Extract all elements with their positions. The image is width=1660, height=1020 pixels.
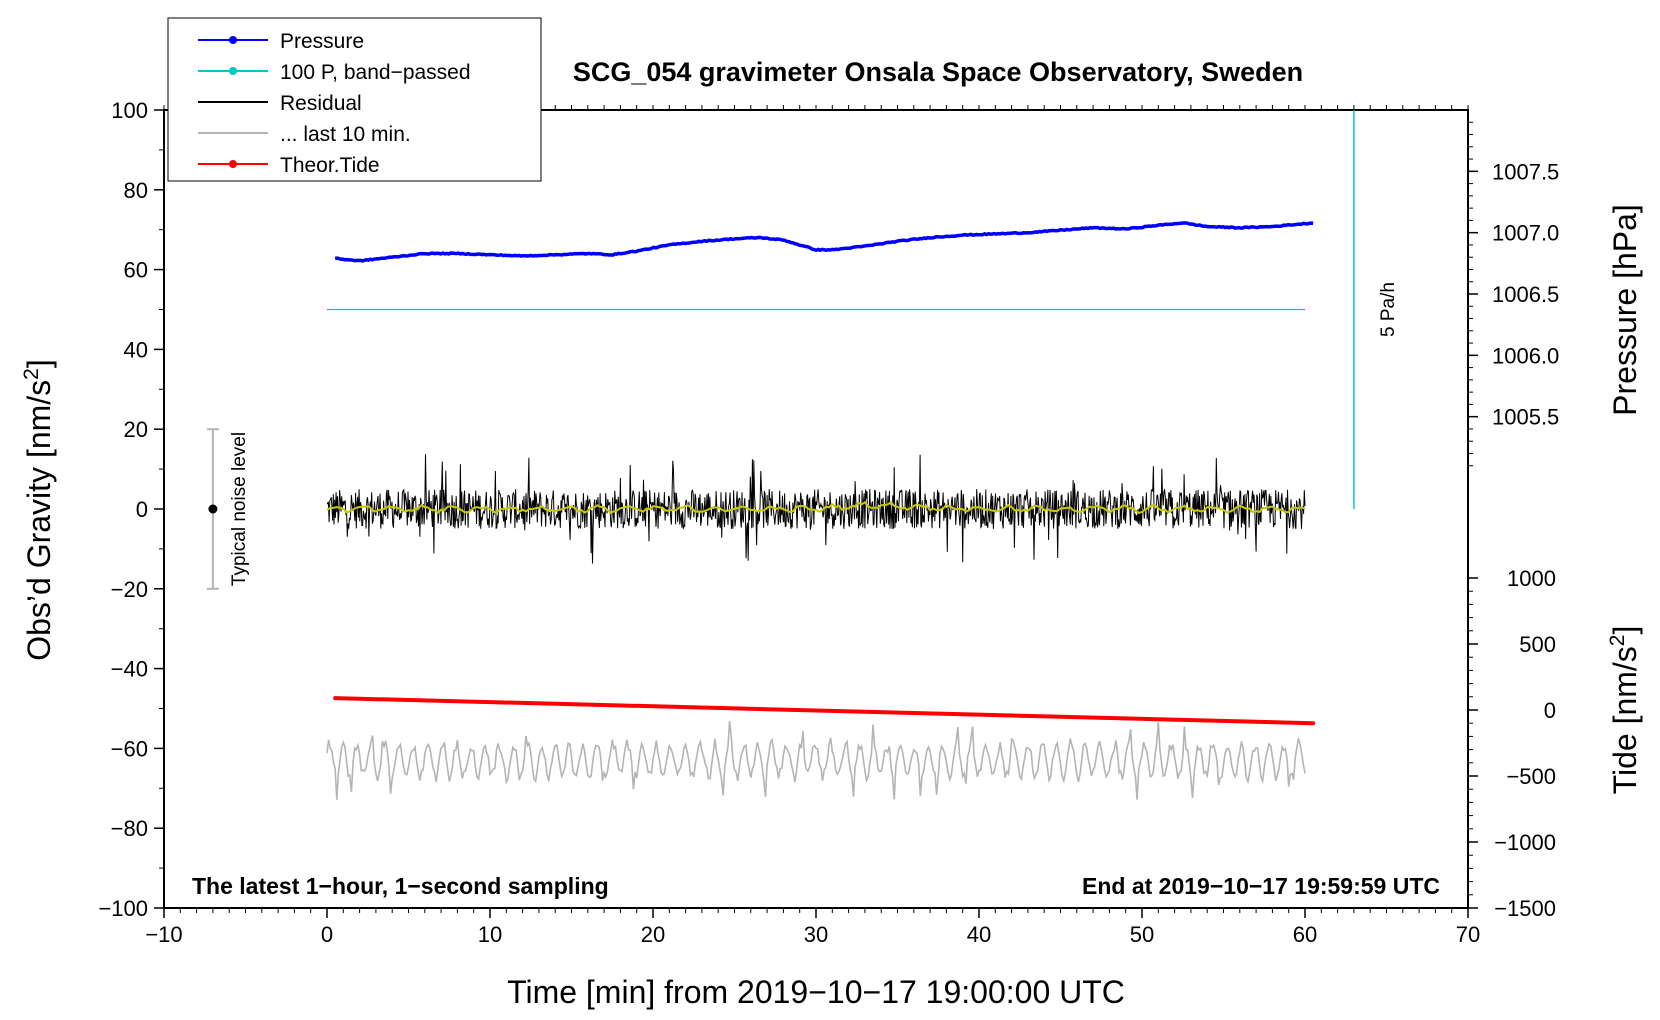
x-tick-label: 40 (967, 922, 991, 947)
series-residual-smoothed (326, 500, 1306, 514)
y-axis-title-pressure: Pressure [hPa] (1607, 204, 1643, 416)
pressure-tick-label: 1005.5 (1492, 405, 1559, 430)
y-tick-label: 40 (124, 337, 148, 362)
tide-tick-label: −500 (1506, 764, 1556, 789)
y-tick-label: 80 (124, 178, 148, 203)
y-tick-label: 0 (136, 497, 148, 522)
y-axis-title-tide: Tide [nm/s2] (1606, 626, 1643, 795)
y-tick-label: −100 (98, 896, 148, 921)
legend-marker (229, 67, 237, 75)
x-tick-label: −10 (145, 922, 182, 947)
y-tick-label: −60 (111, 736, 148, 761)
tide-tick-label: 0 (1544, 698, 1556, 723)
pressure-tick-label: 1007.0 (1492, 221, 1559, 246)
series-last-10-min (326, 721, 1306, 800)
y-tick-label: 20 (124, 417, 148, 442)
legend-marker (229, 160, 237, 168)
legend-label: Pressure (280, 30, 364, 53)
series-pressure (334, 221, 1314, 263)
legend-entry: Residual (198, 92, 362, 115)
tide-tick-label: 500 (1519, 632, 1556, 657)
pressure-tick-label: 1006.0 (1492, 343, 1559, 368)
x-tick-label: 50 (1130, 922, 1154, 947)
tide-axis-ticks: −1500 −1000 −500 0 500 1000 (1468, 566, 1556, 921)
legend-entry: ... last 10 min. (198, 123, 411, 146)
x-tick-label: 70 (1456, 922, 1480, 947)
pressure-axis-ticks: 1005.5 1006.0 1006.5 1007.0 1007.5 (1468, 121, 1559, 467)
series-residual (326, 454, 1306, 564)
chart-title: SCG_054 gravimeter Onsala Space Observat… (573, 57, 1303, 87)
y-tick-label: 100 (111, 98, 148, 123)
legend-entry: Pressure (198, 30, 364, 53)
x-axis-ticks: −10 0 10 20 30 40 50 60 70 (145, 105, 1480, 947)
x-axis-title: Time [min] from 2019−10−17 19:00:00 UTC (507, 974, 1125, 1010)
tide-tick-label: −1000 (1494, 830, 1556, 855)
annotation-end-time: End at 2019−10−17 19:59:59 UTC (1082, 873, 1440, 899)
legend-label: 100 P, band−passed (280, 61, 471, 84)
legend-label: ... last 10 min. (280, 123, 411, 146)
y-tick-label: −20 (111, 577, 148, 602)
series-theoretical-tide (333, 696, 1316, 726)
x-tick-label: 30 (804, 922, 828, 947)
legend-marker (229, 36, 237, 44)
legend-entry: Theor.Tide (198, 154, 380, 177)
y-tick-label: −80 (111, 816, 148, 841)
x-tick-label: 0 (321, 922, 333, 947)
y-axis-ticks: −100 −80 −60 −40 −20 0 20 40 60 80 100 (98, 98, 164, 921)
noise-bar-center (208, 504, 218, 514)
x-tick-label: 20 (641, 922, 665, 947)
pressure-rate-label: 5 Pa/h (1378, 282, 1399, 337)
legend-entry: 100 P, band−passed (198, 61, 471, 84)
tide-tick-label: 1000 (1507, 566, 1556, 591)
tide-tick-label: −1500 (1494, 896, 1556, 921)
legend-label: Theor.Tide (280, 154, 380, 177)
legend-label: Residual (280, 92, 362, 115)
x-tick-label: 60 (1293, 922, 1317, 947)
series-layer (326, 221, 1316, 800)
y-tick-label: −40 (111, 657, 148, 682)
pressure-tick-label: 1007.5 (1492, 159, 1559, 184)
pressure-tick-label: 1006.5 (1492, 282, 1559, 307)
noise-level-bar (206, 428, 219, 590)
noise-level-label: Typical noise level (229, 432, 250, 586)
annotation-sampling: The latest 1−hour, 1−second sampling (192, 873, 609, 899)
legend: Pressure 100 P, band−passed Residual ... la… (167, 17, 542, 182)
x-tick-label: 10 (478, 922, 502, 947)
y-tick-label: 60 (124, 258, 148, 283)
legend-box (167, 17, 542, 182)
y-axis-title-left: Obs’d Gravity [nm/s2] (20, 359, 57, 661)
